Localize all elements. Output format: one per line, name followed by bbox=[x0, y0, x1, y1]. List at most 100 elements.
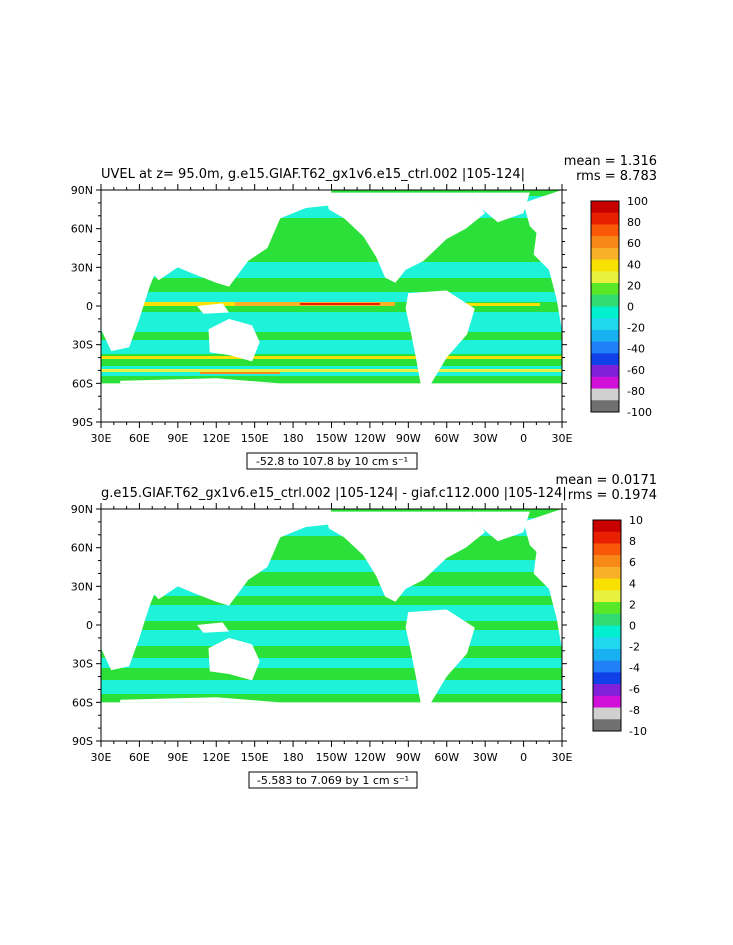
colorbar-swatch bbox=[591, 400, 619, 413]
panel-1-mean: mean = 1.316 bbox=[564, 154, 657, 169]
colorbar-swatch bbox=[593, 719, 621, 732]
colorbar-label: 2 bbox=[629, 598, 636, 611]
lat-label: 90N bbox=[71, 184, 93, 197]
colorbar-label: -4 bbox=[629, 662, 640, 675]
lon-label: 60E bbox=[129, 432, 150, 445]
colorbar-swatch bbox=[593, 578, 621, 591]
colorbar-swatch bbox=[593, 566, 621, 579]
colorbar-label: 80 bbox=[627, 216, 641, 229]
panel-2-rms: rms = 0.1974 bbox=[568, 488, 657, 503]
colorbar-frame bbox=[592, 519, 622, 732]
colorbar-label: -8 bbox=[629, 704, 640, 717]
panel-2-lon-axis: 30E 60E 90E 120E 150E 180 150W 120W 90W 60W 30W 0 30… bbox=[91, 503, 573, 764]
lon-label: 120E bbox=[202, 751, 230, 764]
lat-label: 90S bbox=[72, 416, 93, 429]
colorbar-swatch bbox=[591, 353, 619, 366]
panel-2-mean: mean = 0.0171 bbox=[555, 473, 657, 488]
colorbar-label: 20 bbox=[627, 279, 641, 292]
lon-label: 30E bbox=[91, 432, 112, 445]
lat-label: 60S bbox=[72, 377, 93, 390]
colorbar-label: 6 bbox=[629, 556, 636, 569]
panel-1-map bbox=[101, 190, 562, 422]
lat-label: 90S bbox=[72, 735, 93, 748]
lat-label: 30S bbox=[72, 339, 93, 352]
colorbar-label: -10 bbox=[629, 725, 647, 738]
colorbar-label: 60 bbox=[627, 237, 641, 250]
lat-label: 30S bbox=[72, 658, 93, 671]
colorbar-swatch bbox=[593, 672, 621, 685]
lat-label: 60S bbox=[72, 696, 93, 709]
lat-label: 0 bbox=[86, 300, 93, 313]
colorbar-swatch bbox=[591, 376, 619, 389]
lon-label: 120E bbox=[202, 432, 230, 445]
lat-label: 60N bbox=[71, 542, 93, 555]
panel-2-range-label: -5.583 to 7.069 by 1 cm s⁻¹ bbox=[257, 774, 409, 787]
lat-label: 30N bbox=[71, 261, 93, 274]
lon-label: 120W bbox=[354, 432, 386, 445]
lon-label: 30E bbox=[91, 751, 112, 764]
colorbar-label: -6 bbox=[629, 683, 640, 696]
lon-label: 90W bbox=[396, 751, 421, 764]
lon-label: 90E bbox=[167, 432, 188, 445]
colorbar-swatch bbox=[591, 318, 619, 331]
panel-2-map bbox=[101, 509, 562, 741]
colorbar-swatch bbox=[593, 590, 621, 603]
colorbar-swatch bbox=[593, 695, 621, 708]
colorbar-swatch bbox=[593, 637, 621, 650]
colorbar-label: 40 bbox=[627, 258, 641, 271]
lon-label: 0 bbox=[520, 432, 527, 445]
lon-label: 30E bbox=[552, 751, 573, 764]
colorbar-label: 0 bbox=[629, 620, 636, 633]
colorbar-swatch bbox=[593, 520, 621, 533]
colorbar-label: -80 bbox=[627, 385, 645, 398]
colorbar-swatch bbox=[591, 341, 619, 354]
lon-label: 120W bbox=[354, 751, 386, 764]
colorbar-swatch bbox=[591, 212, 619, 225]
colorbar-swatch bbox=[593, 625, 621, 638]
panel-1-title: UVEL at z= 95.0m, g.e15.GIAF.T62_gx1v6.e… bbox=[101, 167, 525, 182]
lon-label: 30W bbox=[473, 432, 498, 445]
lon-label: 150W bbox=[316, 432, 348, 445]
panel-1: UVEL at z= 95.0m, g.e15.GIAF.T62_gx1v6.e… bbox=[71, 154, 657, 470]
panel-1-southern-jet bbox=[101, 356, 562, 374]
colorbar-swatch bbox=[593, 648, 621, 661]
colorbar-label: -2 bbox=[629, 641, 640, 654]
colorbar-swatch bbox=[591, 271, 619, 284]
lat-label: 90N bbox=[71, 503, 93, 516]
panel-2-range-box: -5.583 to 7.069 by 1 cm s⁻¹ bbox=[248, 771, 418, 789]
colorbar-frame bbox=[590, 200, 620, 413]
colorbar-swatch bbox=[591, 224, 619, 237]
panel-1-lon-axis: 30E 60E 90E 120E 150E 180 150W 120W 90W 60W 30W 0 30… bbox=[91, 184, 573, 445]
panel-1-range-label: -52.8 to 107.8 by 10 cm s⁻¹ bbox=[256, 455, 408, 468]
panel-2-lat-axis: 90N 60N 30N 0 30S 60S 90S bbox=[71, 503, 567, 748]
lon-label: 60E bbox=[129, 751, 150, 764]
panel-2-colorbar: 10 8 6 4 2 0 -2 -4 -6 -8 -10 bbox=[592, 514, 647, 738]
colorbar-label: 10 bbox=[629, 514, 643, 527]
colorbar-swatch bbox=[593, 555, 621, 568]
lon-label: 30W bbox=[473, 751, 498, 764]
colorbar-swatch bbox=[591, 201, 619, 214]
colorbar-swatch bbox=[591, 365, 619, 378]
colorbar-label: 100 bbox=[627, 195, 648, 208]
colorbar-swatch bbox=[591, 283, 619, 296]
colorbar-label: -60 bbox=[627, 364, 645, 377]
colorbar-swatch bbox=[593, 602, 621, 615]
panel-2: g.e15.GIAF.T62_gx1v6.e15_ctrl.002 |105-1… bbox=[71, 473, 657, 789]
lon-label: 180 bbox=[283, 432, 304, 445]
colorbar-label: -20 bbox=[627, 322, 645, 335]
panel-1-equatorial-jet bbox=[115, 302, 540, 306]
lon-label: 150E bbox=[241, 751, 269, 764]
lon-label: 0 bbox=[520, 751, 527, 764]
colorbar-swatch bbox=[593, 707, 621, 720]
panel-1-lat-axis: 90N 60N 30N 0 30S 60S 90S bbox=[71, 184, 567, 429]
panel-1-colorbar: 100 80 60 40 20 0 -20 -40 -60 -80 -100 bbox=[590, 195, 652, 419]
colorbar-label: 4 bbox=[629, 577, 636, 590]
colorbar-label: 0 bbox=[627, 301, 634, 314]
colorbar-swatch bbox=[591, 306, 619, 319]
colorbar-swatch bbox=[593, 684, 621, 697]
colorbar-swatch bbox=[593, 613, 621, 626]
colorbar-swatch bbox=[593, 543, 621, 556]
colorbar-swatch bbox=[593, 660, 621, 673]
lon-label: 90E bbox=[167, 751, 188, 764]
